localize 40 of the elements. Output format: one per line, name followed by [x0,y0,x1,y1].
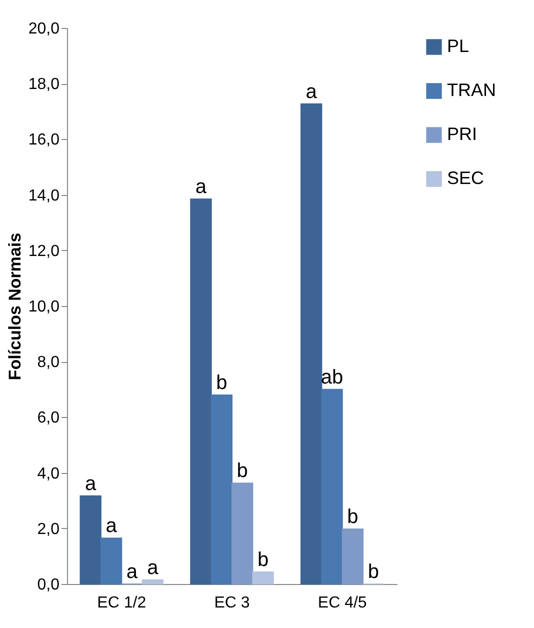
data-label: a [126,561,138,583]
y-axis-title: Folículos Normais [5,232,24,380]
x-tick-label: EC 1/2 [97,594,146,612]
data-label: a [106,515,118,538]
data-label: a [147,556,160,579]
legend-label: TRAN [447,80,496,100]
y-tick-label: 2,0 [37,520,60,538]
data-label: b [236,460,248,482]
y-tick-label: 20,0 [28,20,60,38]
y-tick-label: 10,0 [28,298,60,316]
y-tick-label: 14,0 [28,187,60,204]
bar [252,572,274,584]
data-label: a [85,472,98,495]
y-tick-label: 18,0 [28,76,60,94]
y-tick-label: 4,0 [37,465,60,482]
y-tick-label: 12,0 [28,242,60,260]
bar [210,394,232,584]
bar [100,538,122,584]
legend-label: PRI [447,124,478,144]
bar [80,495,102,584]
legend-label: PL [447,36,470,56]
x-tick-label: EC 3 [214,594,250,612]
y-tick-label: 8,0 [37,354,60,372]
y-tick-label: 16,0 [28,132,60,149]
data-label: a [306,80,318,103]
data-label: b [216,372,228,394]
data-label: b [347,506,358,528]
bar [300,103,322,584]
bar [190,198,212,584]
y-tick-label: 6,0 [37,410,60,427]
bar [232,482,254,584]
legend-label: SEC [447,168,484,188]
x-tick-label: EC 4/5 [318,594,367,612]
bar [321,388,343,584]
y-tick-label: 0,0 [37,576,60,594]
data-label: a [195,176,208,198]
bar [342,528,364,584]
data-label: b [368,561,379,583]
data-label: b [257,549,269,572]
bar [142,579,164,584]
